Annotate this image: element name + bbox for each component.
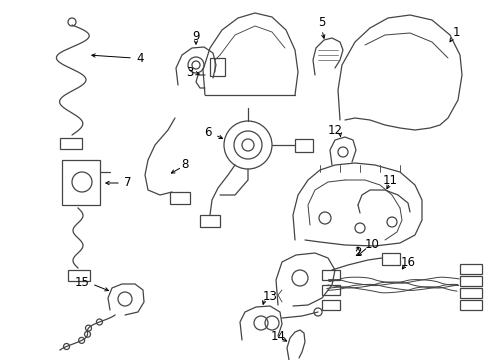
Bar <box>294 139 312 152</box>
Text: 14: 14 <box>270 329 285 342</box>
Bar <box>321 285 339 295</box>
Text: 16: 16 <box>400 256 415 269</box>
Text: 10: 10 <box>364 238 379 252</box>
Bar <box>459 300 481 310</box>
Text: 3: 3 <box>186 67 193 80</box>
Text: 9: 9 <box>192 30 199 42</box>
Text: 2: 2 <box>353 246 361 258</box>
Bar <box>459 276 481 286</box>
Text: 6: 6 <box>204 126 211 139</box>
Bar <box>321 300 339 310</box>
Bar <box>321 270 339 280</box>
Text: 7: 7 <box>124 176 131 189</box>
Text: 15: 15 <box>74 275 89 288</box>
Text: 13: 13 <box>262 289 277 302</box>
Text: 11: 11 <box>382 174 397 186</box>
Text: 4: 4 <box>136 51 143 64</box>
Text: 1: 1 <box>451 26 459 39</box>
Text: 5: 5 <box>318 15 325 28</box>
Bar <box>170 192 190 204</box>
Bar <box>62 160 100 205</box>
Bar <box>209 58 224 76</box>
Bar <box>381 253 399 265</box>
Bar <box>68 270 90 281</box>
Text: 8: 8 <box>181 158 188 171</box>
Text: 12: 12 <box>327 123 342 136</box>
Bar <box>200 215 220 227</box>
Bar <box>459 264 481 274</box>
Bar <box>459 288 481 298</box>
Bar <box>60 138 82 149</box>
